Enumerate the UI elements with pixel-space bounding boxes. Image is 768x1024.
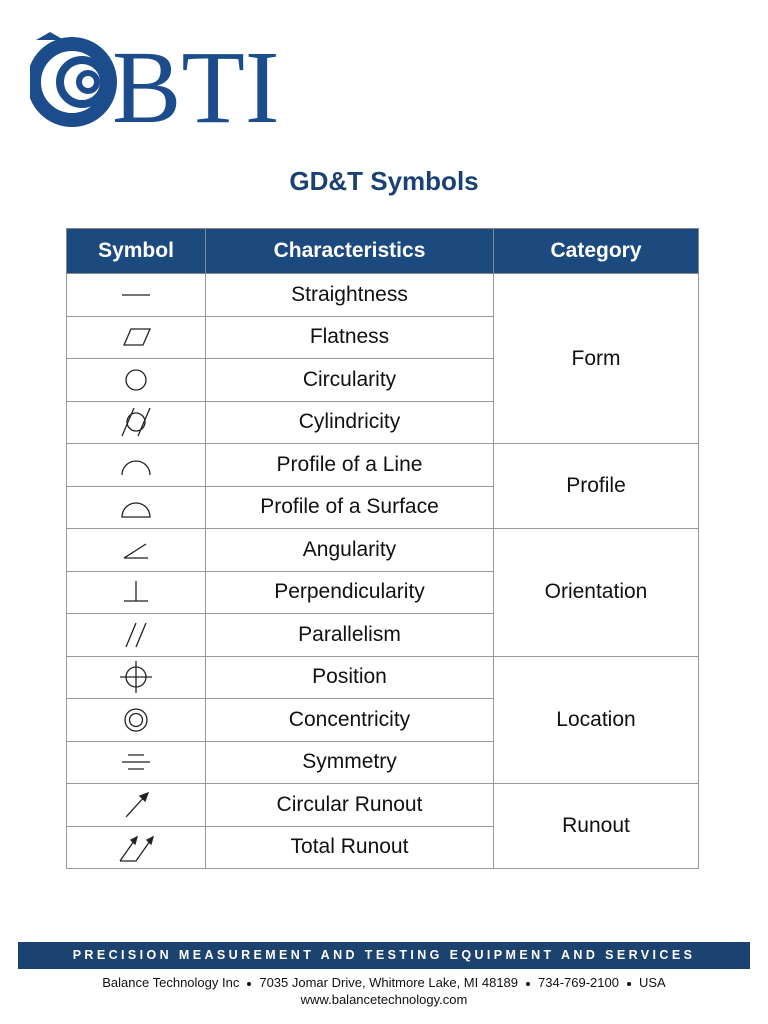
table-row: Circularity (66, 358, 699, 402)
separator-dot (526, 981, 531, 986)
symbol-icon (121, 407, 151, 437)
banner: PRECISION MEASUREMENT AND TESTING EQUIPM… (18, 942, 750, 969)
table-row: Profile of a Surface (66, 485, 699, 529)
symbol-cell (66, 485, 206, 529)
table-row: Flatness (66, 315, 699, 359)
symbol-icon (124, 708, 148, 732)
symbol-cell (66, 273, 206, 317)
characteristic-cell: Perpendicularity (205, 570, 494, 614)
logo-roof (36, 32, 64, 40)
symbol-icon (119, 836, 155, 862)
characteristic-cell: Circular Runout (205, 783, 494, 827)
category-cell: Runout (493, 783, 699, 869)
symbol-cell (66, 528, 206, 572)
characteristic-cell: Profile of a Surface (205, 485, 494, 529)
title: GD&T Symbols (289, 166, 479, 196)
table-row: Angularity Orientation (66, 528, 699, 657)
table-row: Position Location (66, 655, 699, 784)
symbol-cell (66, 783, 206, 827)
characteristic-cell: Circularity (205, 358, 494, 402)
symbol-icon (125, 369, 147, 391)
logo-text: BTI (112, 30, 280, 130)
symbol-cell (66, 358, 206, 402)
category-cell: Location (493, 655, 699, 784)
symbol-icon (120, 661, 152, 694)
characteristic-cell: Angularity (205, 528, 494, 572)
header-cell: Characteristics (205, 228, 494, 274)
symbol-icon (122, 294, 150, 296)
characteristic-cell: Total Runout (205, 825, 494, 869)
symbol-cell (66, 655, 206, 699)
logo: BTI (30, 30, 280, 130)
symbol-cell (66, 315, 206, 359)
category-cell: Profile (493, 443, 699, 529)
symbol-icon (123, 328, 151, 346)
logo-mark (30, 37, 117, 127)
characteristic-cell: Position (205, 655, 494, 699)
header-cell: Symbol (66, 228, 206, 274)
symbol-cell (66, 698, 206, 742)
characteristic-cell: Cylindricity (205, 400, 494, 444)
address-part: USA (638, 975, 666, 990)
characteristic-cell: Straightness (205, 273, 494, 317)
symbol-cell (66, 570, 206, 614)
table-row: Parallelism (66, 613, 699, 657)
category-cell: Form (493, 273, 699, 444)
table-row: Straightness Form (66, 273, 699, 444)
address-part: 7035 Jomar Drive, Whitmore Lake, MI 4818… (259, 975, 519, 990)
table-row: Total Runout (66, 825, 699, 869)
header-row: Symbol Characteristics Category (66, 228, 699, 274)
website: www.balancetechnology.com (300, 992, 468, 1007)
address: Balance Technology Inc 7035 Jomar Drive, … (0, 975, 768, 990)
header-cell: Category (493, 228, 699, 274)
table-row: Symmetry (66, 740, 699, 784)
symbol-cell (66, 740, 206, 784)
symbol-cell (66, 825, 206, 869)
characteristic-cell: Flatness (205, 315, 494, 359)
table-row: Concentricity (66, 698, 699, 742)
symbol-icon (121, 502, 151, 518)
characteristic-cell: Symmetry (205, 740, 494, 784)
characteristic-cell: Profile of a Line (205, 443, 494, 487)
symbol-icon (121, 460, 151, 475)
gdt-table: Symbol Characteristics Category Straight… (66, 228, 699, 869)
symbol-icon (125, 622, 147, 647)
symbol-icon (123, 543, 148, 559)
separator-dot (247, 981, 252, 986)
table-row: Circular Runout Runout (66, 783, 699, 869)
table-row: Profile of a Line Profile (66, 443, 699, 529)
characteristic-cell: Parallelism (205, 613, 494, 657)
symbol-icon (124, 581, 148, 602)
address-part: 734-769-2100 (538, 975, 619, 990)
symbol-cell (66, 443, 206, 487)
address-part: Balance Technology Inc (102, 975, 240, 990)
symbol-icon (125, 791, 150, 818)
category-cell: Orientation (493, 528, 699, 657)
table-row: Perpendicularity (66, 570, 699, 614)
table-row: Cylindricity (66, 400, 699, 444)
separator-dot (626, 981, 631, 986)
symbol-icon (122, 754, 150, 770)
symbol-cell (66, 400, 206, 444)
symbol-cell (66, 613, 206, 657)
characteristic-cell: Concentricity (205, 698, 494, 742)
